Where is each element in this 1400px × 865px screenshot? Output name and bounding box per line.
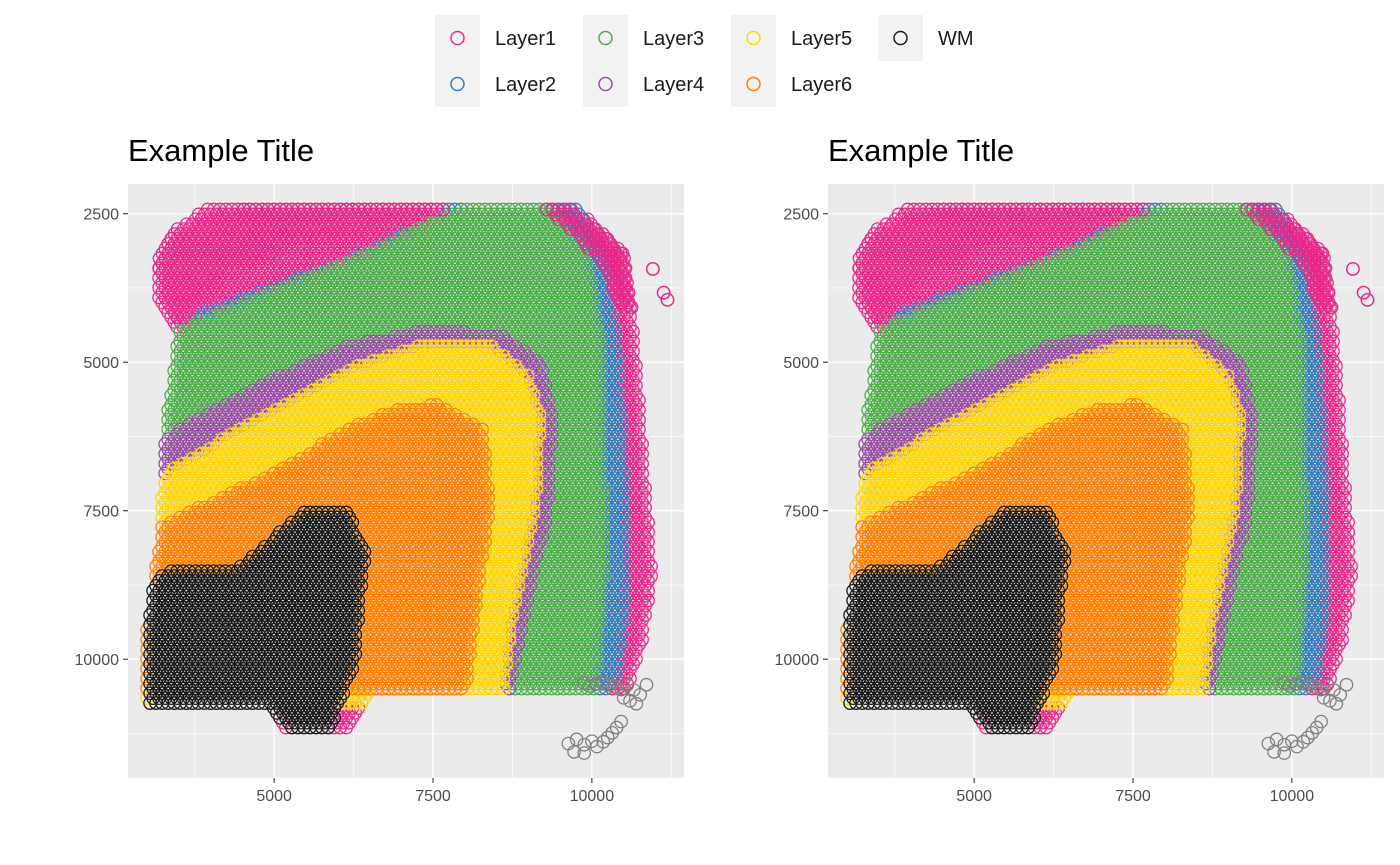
spots [140, 202, 675, 760]
spot-layer1 [339, 720, 354, 735]
legend-label-layer3: Layer3 [643, 28, 704, 50]
legend-symbol-layer1 [450, 30, 465, 46]
legend-label-layer1: Layer1 [495, 28, 556, 50]
legend-key-layer3 [583, 15, 628, 61]
legend-label-layer6: Layer6 [791, 74, 852, 96]
legend-key-wm [878, 15, 923, 61]
legend-key-layer1 [435, 15, 480, 61]
legend-label-layer5: Layer5 [791, 28, 852, 50]
legend: Layer1 Layer2 Layer3 Layer4 Layer5 Layer6 WM [435, 15, 974, 107]
legend-symbol-layer5 [746, 30, 761, 46]
chart-panel-left: Example Title 5000 7500 100002500500075001… [75, 133, 684, 805]
legend-symbol-layer2 [450, 76, 465, 92]
legend-symbol-layer4 [598, 76, 613, 92]
legend-key-layer2 [435, 61, 480, 107]
legend-key-layer6 [731, 61, 776, 107]
legend-key-layer5 [731, 15, 776, 61]
legend-label-wm: WM [938, 28, 974, 50]
legend-label-layer4: Layer4 [643, 74, 704, 96]
chart-title: Example Title [128, 133, 314, 168]
legend-symbol-layer3 [598, 30, 613, 46]
legend-symbol-wm [893, 30, 908, 46]
legend-key-layer4 [583, 61, 628, 107]
legend-label-layer2: Layer2 [495, 74, 556, 96]
legend-symbol-layer6 [746, 76, 761, 92]
